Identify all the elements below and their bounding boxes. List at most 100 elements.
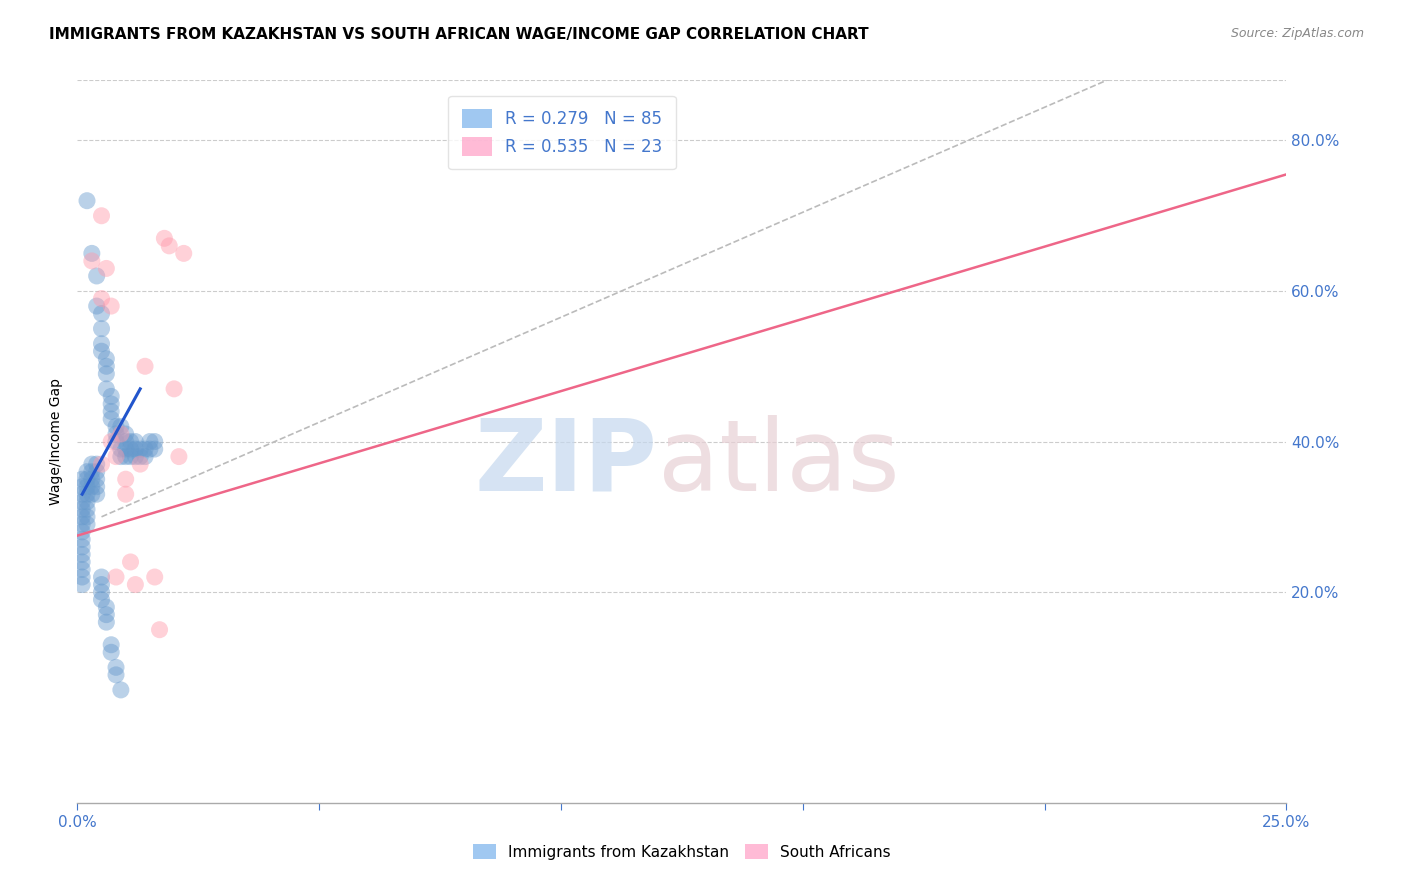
Point [120,434,142,449]
Point [86,472,108,486]
Point [100,397,122,411]
Point [100,299,122,313]
Point [70,487,93,501]
Point [114,427,136,442]
Point [124,434,146,449]
Point [96,382,118,396]
Point [90,592,112,607]
Point [70,509,93,524]
Point [110,682,132,697]
Point [80,465,103,479]
Point [129,457,152,471]
Point [120,555,142,569]
Point [114,472,136,486]
Point [70,524,93,539]
Point [86,299,108,313]
Text: atlas: atlas [658,415,900,512]
Point [129,450,152,464]
Point [105,419,128,434]
Point [70,472,93,486]
Point [105,570,128,584]
Point [90,292,112,306]
Point [96,600,118,615]
Point [100,404,122,418]
Point [96,607,118,622]
Point [114,450,136,464]
Point [148,623,170,637]
Point [70,540,93,554]
Point [70,548,93,562]
Text: Source: ZipAtlas.com: Source: ZipAtlas.com [1230,27,1364,40]
Point [120,442,142,456]
Point [76,494,98,508]
Point [96,351,118,366]
Point [90,570,112,584]
Point [114,434,136,449]
Point [90,209,112,223]
Point [70,502,93,516]
Point [80,487,103,501]
Point [96,615,118,630]
Point [139,442,162,456]
Point [100,434,122,449]
Point [90,336,112,351]
Point [86,268,108,283]
Point [110,427,132,442]
Point [90,344,112,359]
Point [124,442,146,456]
Point [70,517,93,532]
Point [90,457,112,471]
Point [157,239,180,253]
Point [110,419,132,434]
Point [134,442,156,456]
Point [76,194,98,208]
Point [90,585,112,599]
Point [163,382,186,396]
Point [153,231,176,245]
Point [70,494,93,508]
Point [139,434,162,449]
Point [124,450,146,464]
Point [80,246,103,260]
Point [70,555,93,569]
Point [96,359,118,374]
Point [110,442,132,456]
Point [76,502,98,516]
Point [86,457,108,471]
Point [134,359,156,374]
Point [96,261,118,276]
Point [76,480,98,494]
Point [76,472,98,486]
Point [70,570,93,584]
Point [86,480,108,494]
Point [105,660,128,674]
Point [110,450,132,464]
Point [143,442,166,456]
Point [96,367,118,381]
Point [105,668,128,682]
Point [86,465,108,479]
Point [114,487,136,501]
Point [143,570,166,584]
Point [100,645,122,659]
Point [90,321,112,335]
Text: ZIP: ZIP [475,415,658,512]
Point [90,577,112,591]
Point [90,307,112,321]
Point [143,434,166,449]
Point [76,509,98,524]
Text: IMMIGRANTS FROM KAZAKHSTAN VS SOUTH AFRICAN WAGE/INCOME GAP CORRELATION CHART: IMMIGRANTS FROM KAZAKHSTAN VS SOUTH AFRI… [49,27,869,42]
Legend: Immigrants from Kazakhstan, South Africans: Immigrants from Kazakhstan, South Africa… [465,836,898,867]
Point [80,457,103,471]
Point [114,442,136,456]
Point [100,412,122,426]
Point [120,450,142,464]
Point [173,246,195,260]
Point [80,472,103,486]
Point [129,442,152,456]
Point [76,465,98,479]
Point [76,487,98,501]
Point [80,480,103,494]
Point [70,577,93,591]
Point [70,480,93,494]
